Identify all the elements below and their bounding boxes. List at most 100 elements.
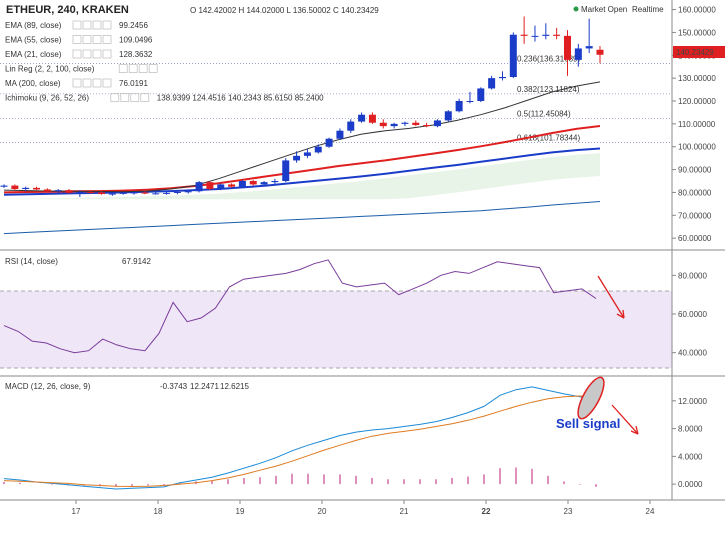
market-status-dot [573, 6, 579, 12]
indicator-control-icon [130, 93, 140, 102]
indicator-control-icon [82, 49, 92, 59]
candle-body [238, 181, 246, 187]
indicator-control-icon [92, 78, 102, 88]
series-line [3, 201, 601, 235]
x-tick-label: 23 [564, 507, 573, 516]
macd-signal-line [3, 395, 597, 488]
candle-body [206, 182, 214, 189]
indicator-control-icon [148, 64, 158, 73]
ichimoku-cloud [4, 153, 600, 200]
candle-body [401, 122, 409, 124]
candle-body [531, 35, 539, 37]
indicator-control-icon [120, 93, 130, 102]
candle-body [488, 78, 496, 89]
candle-body [390, 123, 398, 127]
candle-body [152, 193, 160, 195]
candle-body [509, 34, 517, 77]
rsi-down-arrow [597, 275, 625, 319]
macd-crossover-marker [577, 376, 605, 420]
macd-value-signal: 12.6215 [220, 382, 249, 391]
candle-body [163, 192, 171, 194]
candle-body [455, 101, 463, 112]
rsi-tick-label: 40.0000 [678, 349, 707, 358]
price-tick-label: 110.00000 [678, 120, 716, 129]
candle-body [141, 192, 149, 194]
price-tick-label: 160.00000 [678, 6, 716, 15]
candle-body [379, 122, 387, 127]
price-panel [0, 0, 672, 250]
series-line [3, 81, 601, 193]
candle-body [347, 121, 355, 131]
candle-body [98, 192, 106, 195]
x-tick-label: 22 [482, 507, 491, 516]
x-tick-label: 24 [646, 507, 655, 516]
candle-body [184, 191, 192, 193]
candle-body [325, 138, 333, 147]
rsi-tick-label: 60.0000 [678, 310, 707, 319]
candle-body [130, 192, 138, 194]
candle-body [76, 191, 84, 193]
indicator-legend-name: MA (200, close) [5, 79, 61, 88]
indicator-legend-value: 138.9399 124.4516 140.2343 85.6150 85.24… [157, 94, 324, 103]
price-tick-label: 80.00000 [678, 188, 712, 197]
candle-body [173, 191, 181, 193]
x-tick-label: 19 [236, 507, 245, 516]
indicator-legend-name: EMA (21, close) [5, 50, 62, 59]
price-tick-label: 130.00000 [678, 74, 716, 83]
indicator-control-icon [102, 35, 112, 44]
market-status: Market Open [581, 5, 627, 14]
x-tick-label: 20 [318, 507, 327, 516]
candle-body [358, 114, 366, 122]
x-tick-label: 21 [400, 507, 409, 516]
candle-body [195, 182, 203, 192]
indicator-control-icon [92, 20, 102, 30]
fib-level-label: 0.382(123.11824) [517, 85, 580, 94]
sell-signal-text: Sell signal [556, 416, 620, 431]
candle-body [33, 187, 41, 190]
candle-body [271, 181, 279, 183]
candle-body [228, 184, 236, 187]
realtime-label: Realtime [632, 5, 664, 14]
candle-body [433, 120, 441, 127]
indicator-control-icon [128, 64, 138, 73]
indicator-legend-value: 99.2456 [119, 21, 148, 30]
fib-level-label: 0.618(101.78344) [517, 134, 581, 143]
candle-body [65, 190, 73, 193]
macd-down-arrow [611, 404, 639, 435]
ohlc-readout: O 142.42002 H 144.02000 L 136.50002 C 14… [190, 6, 379, 15]
indicator-control-icon [72, 35, 82, 44]
candle-body [22, 187, 30, 189]
macd-value-hist: -0.3743 [160, 382, 188, 391]
candle-body [477, 88, 485, 101]
candle-body [108, 193, 116, 195]
candle-body [498, 77, 506, 79]
price-tick-label: 150.00000 [678, 28, 716, 37]
indicator-control-icon [72, 78, 82, 88]
indicator-control-icon [82, 20, 92, 30]
indicator-control-icon [92, 35, 102, 44]
candle-body [217, 184, 225, 189]
candle-body [596, 49, 604, 55]
macd-tick-label: 4.0000 [678, 452, 703, 461]
symbol-title: ETHEUR, 240, KRAKEN [6, 4, 129, 16]
indicator-legend-name: Ichimoku (9, 26, 52, 26) [5, 94, 89, 103]
macd-down-arrow-head [630, 425, 639, 435]
candle-body [585, 46, 593, 49]
candle-body [563, 35, 571, 60]
indicator-legend-name: EMA (89, close) [5, 21, 62, 30]
macd-tick-label: 8.0000 [678, 425, 703, 434]
indicator-control-icon [102, 20, 112, 30]
candle-body [314, 146, 322, 153]
x-tick-label: 17 [72, 507, 81, 516]
indicator-control-icon [118, 64, 128, 73]
candle-body [282, 160, 290, 181]
macd-value-macd: 12.2471 [190, 382, 219, 391]
candle-body [43, 189, 51, 192]
fib-level-label: 0.236(136.31689) [517, 55, 581, 64]
candle-body [466, 101, 474, 102]
indicator-control-icon [82, 35, 92, 44]
macd-line [3, 386, 597, 490]
indicator-control-icon [138, 64, 148, 73]
candle-body [260, 182, 268, 185]
